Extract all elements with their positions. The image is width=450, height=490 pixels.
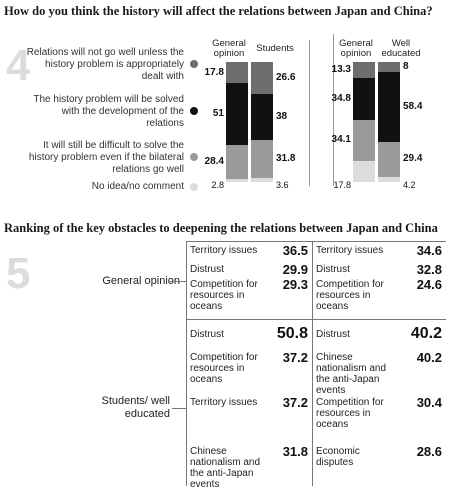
obstacle-value: 32.8 <box>416 262 442 277</box>
bar-value-label: 3.6 <box>276 180 289 190</box>
chart4-number: 4 <box>6 41 31 90</box>
china-panel-left-border <box>333 34 334 186</box>
bar-segment <box>378 176 400 182</box>
group-connector-general <box>168 281 186 282</box>
chart5-title: Ranking of the key obstacles to deepenin… <box>4 221 438 235</box>
bar-value-label: 38 <box>276 110 288 122</box>
obstacle-value: 36.5 <box>282 243 308 258</box>
bar-value-label: 51 <box>212 107 224 119</box>
col-head-china-general: General opinion <box>339 38 373 59</box>
bar-value-label: 34.8 <box>331 92 351 104</box>
japan-panel <box>203 40 310 186</box>
table-left-line <box>186 241 187 486</box>
obstacle-value: 29.9 <box>282 262 308 277</box>
bar-value-label: 4.2 <box>403 180 416 190</box>
bar-value-label: 58.4 <box>403 100 423 112</box>
chart4-title: How do you think the history will affect… <box>4 4 433 18</box>
bar-segment <box>226 178 248 182</box>
obstacle-value: 37.2 <box>282 395 308 410</box>
bar-value-label: 2.8 <box>211 180 224 190</box>
obstacle-value: 31.8 <box>282 444 308 459</box>
bar-value-label: 31.8 <box>276 152 296 164</box>
obstacle-label: Territory issues <box>316 245 384 256</box>
bar-segment <box>378 71 400 142</box>
group-label-general: General opinion <box>102 275 180 287</box>
bar-value-label: 8 <box>403 60 409 72</box>
obstacle-value: 34.6 <box>416 243 442 258</box>
stacked-bars: 17.8 51 28.4 2.8 26.6 38 31.8 3.6 13.3 34.8 34.1 17… <box>0 0 450 200</box>
bar-segment <box>353 62 375 78</box>
bar-segment <box>251 93 273 140</box>
obstacle-value: 40.2 <box>410 325 442 342</box>
bar-value-label: 28.4 <box>204 155 224 167</box>
obstacle-value: 50.8 <box>276 325 308 342</box>
obstacle-label: Territory issues <box>190 397 258 408</box>
bar-value-label: 29.4 <box>403 153 423 165</box>
obstacle-value: 28.6 <box>416 444 442 459</box>
col-head-japan-general: General opinion <box>212 38 246 59</box>
obstacle-label: Territory issues <box>190 245 258 256</box>
obstacle-label: Distrust <box>190 264 224 275</box>
table-top-line <box>186 241 446 242</box>
col-head-japan-students: Students <box>256 43 294 54</box>
obstacle-label: Competition for resources in oceans <box>316 397 384 430</box>
bar-value-label: 17.8 <box>333 180 351 190</box>
obstacle-label: Distrust <box>316 264 350 275</box>
bar-value-label: 17.8 <box>204 66 224 78</box>
bar-segment <box>226 144 248 179</box>
obstacle-label: Competition for resources in oceans <box>190 352 258 385</box>
obstacle-label: Economic disputes <box>316 446 360 468</box>
bar-segment <box>353 119 375 161</box>
legend-text-2: It will still be difficult to solve the … <box>28 140 184 175</box>
obstacle-value: 30.4 <box>416 395 442 410</box>
bar-segment <box>251 177 273 182</box>
chart5-number: 5 <box>6 249 31 298</box>
legend-dot-light-gray-icon <box>190 183 198 191</box>
bar-value-label: 34.1 <box>331 134 351 146</box>
bar-segment <box>353 160 375 182</box>
bar-segment <box>251 139 273 178</box>
bar-segment <box>226 62 248 84</box>
bar-value-label: 13.3 <box>331 63 351 75</box>
legend-text-1: The history problem will be solved with … <box>33 94 184 129</box>
obstacle-value: 24.6 <box>416 277 442 292</box>
bar-value-label: 26.6 <box>276 71 296 83</box>
obstacle-label: Competition for resources in oceans <box>316 279 384 312</box>
legend-dot-black-icon <box>190 107 198 115</box>
bar-segment <box>226 83 248 145</box>
col-head-china-educated: Well educated <box>381 38 421 59</box>
obstacle-value: 37.2 <box>282 350 308 365</box>
table-group-separator <box>186 319 446 320</box>
table-middle-line <box>312 241 313 486</box>
legend-text-3: No idea/no comment <box>91 181 184 192</box>
legend-dot-dark-gray-icon <box>190 60 198 68</box>
obstacle-value: 40.2 <box>416 350 442 365</box>
bar-segment <box>378 62 400 72</box>
legend-text-0: Relations will not go well unless the hi… <box>26 47 184 82</box>
obstacle-label: Competition for resources in oceans <box>190 279 258 312</box>
group-label-students: Students/ well educated <box>101 395 170 420</box>
obstacle-label: Chinese nationalism and the anti-Japan e… <box>190 446 261 490</box>
obstacle-label: Distrust <box>190 329 224 340</box>
bar-segment <box>353 77 375 120</box>
group-connector-students <box>172 408 186 409</box>
obstacle-label: Distrust <box>316 329 350 340</box>
bar-segment <box>378 141 400 177</box>
legend-dot-mid-gray-icon <box>190 153 198 161</box>
obstacle-value: 29.3 <box>282 277 308 292</box>
obstacle-label: Chinese nationalism and the anti-Japan e… <box>316 352 387 396</box>
bar-segment <box>251 62 273 94</box>
